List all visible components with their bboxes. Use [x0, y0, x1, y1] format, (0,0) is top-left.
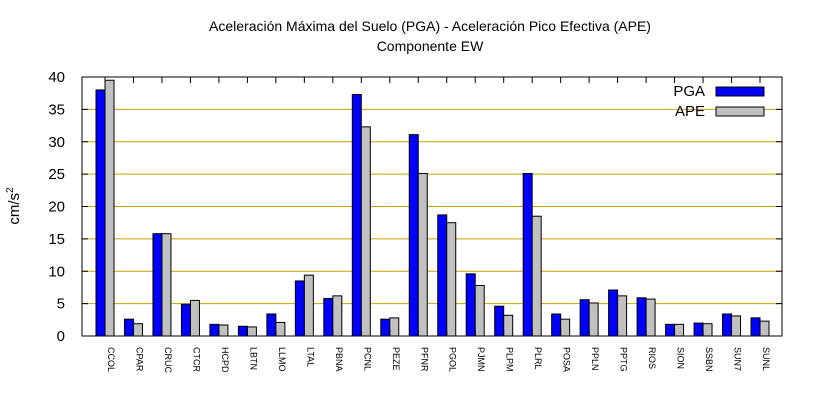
bar-pga-ccol	[95, 89, 106, 337]
x-tick-label: LTAL	[305, 347, 315, 367]
y-axis-label-exponent: 2	[5, 187, 16, 193]
bar-ape-posa	[560, 318, 571, 337]
bar-ape-cruc	[161, 233, 172, 337]
legend-label-ape: APE	[675, 103, 705, 120]
x-tick-label: CPAR	[134, 347, 144, 372]
bar-ape-lbtn	[246, 326, 257, 337]
bar-pga-lbtn	[237, 325, 248, 337]
bar-pga-pbna	[323, 297, 334, 337]
x-tick-label: PLRL	[533, 347, 543, 370]
y-axis-label-unit: cm/s	[6, 193, 23, 225]
bar-ape-plpm	[503, 314, 514, 337]
x-tick-label: PFNR	[419, 347, 429, 372]
bar-pga-llmo	[266, 313, 277, 337]
chart-title: Aceleración Máxima del Suelo (PGA) - Ace…	[209, 18, 651, 34]
bar-ape-pjmn	[474, 284, 485, 337]
y-tick-label: 0	[57, 328, 65, 345]
x-tick-label: PPTG	[619, 347, 629, 372]
bar-pga-ltal	[294, 280, 305, 337]
y-axis-ticks: 0 5 10 15 20 25 30 35 40	[48, 69, 782, 345]
bar-pga-pcnl	[351, 93, 362, 337]
grid-lines	[82, 108, 782, 305]
bar-pga-peze	[380, 318, 391, 337]
bar-pga-sion	[665, 323, 676, 337]
bar-ape-ccol	[104, 79, 115, 337]
x-tick-label: CCOL	[106, 347, 116, 372]
y-tick-label: 35	[48, 101, 65, 118]
x-tick-label: SSBN	[704, 347, 714, 372]
x-tick-label: PGOL	[448, 347, 458, 372]
x-tick-label: SUN7	[733, 347, 743, 371]
bar-pga-plpm	[494, 305, 505, 337]
x-tick-label: SION	[676, 347, 686, 369]
y-tick-label: 20	[48, 199, 65, 216]
legend: PGA APE	[673, 83, 765, 120]
x-tick-label: PPLN	[590, 347, 600, 371]
x-tick-label: RIOS	[647, 347, 657, 369]
bar-pga-ppln	[579, 299, 590, 337]
bar-pga-cpar	[123, 318, 134, 337]
bar-ape-hcpd	[218, 324, 229, 337]
x-tick-label: SUNL	[761, 347, 771, 371]
bar-ape-ssbn	[702, 323, 713, 337]
bar-ape-llmo	[275, 321, 286, 337]
bar-ape-pcnl	[360, 126, 371, 337]
legend-swatch-pga	[715, 86, 765, 97]
bar-ape-pgol	[446, 222, 457, 337]
bar-pga-pjmn	[465, 273, 476, 337]
chart-subtitle: Componente EW	[377, 38, 484, 54]
bar-pga-posa	[551, 313, 562, 337]
y-tick-label: 40	[48, 69, 65, 86]
x-tick-label: PEZE	[391, 347, 401, 371]
bar-pga-hcpd	[209, 323, 220, 337]
bar-ape-peze	[389, 317, 400, 337]
bar-pga-ctcr	[180, 303, 191, 337]
bar-pga-plrl	[522, 172, 533, 337]
bar-pga-rios	[636, 297, 647, 337]
y-tick-label: 10	[48, 263, 65, 280]
x-tick-label: PCNL	[362, 347, 372, 371]
bar-pga-sun7	[722, 313, 733, 337]
x-tick-label: PLPM	[505, 347, 515, 372]
y-tick-label: 5	[57, 296, 65, 313]
bar-ape-pbna	[332, 295, 343, 337]
y-tick-label: 15	[48, 231, 65, 248]
x-tick-label: CRUC	[163, 347, 173, 373]
x-tick-label: POSA	[562, 347, 572, 372]
x-tick-label: PBNA	[334, 347, 344, 372]
x-tick-label: HCPD	[220, 347, 230, 373]
x-tick-label: LBTN	[248, 347, 258, 370]
bar-pga-ssbn	[693, 322, 704, 337]
bar-ape-ppln	[588, 302, 599, 337]
legend-label-pga: PGA	[673, 83, 705, 100]
legend-swatch-ape	[715, 106, 765, 117]
bar-ape-ctcr	[189, 299, 200, 337]
bars	[95, 79, 770, 337]
bar-pga-pfnr	[408, 134, 419, 337]
bar-ape-rios	[645, 298, 656, 337]
bar-ape-cpar	[132, 323, 143, 337]
y-axis-label: cm/s2	[5, 187, 23, 225]
bar-pga-pgol	[437, 214, 448, 337]
y-tick-label: 30	[48, 134, 65, 151]
x-tick-label: LLMO	[277, 347, 287, 372]
bar-pga-sunl	[750, 317, 761, 337]
x-tick-label: PJMN	[476, 347, 486, 372]
bar-ape-pptg	[617, 295, 628, 337]
y-tick-label: 25	[48, 166, 65, 183]
bar-pga-pptg	[608, 289, 619, 337]
x-tick-label: CTCR	[191, 347, 201, 372]
bar-ape-plrl	[531, 215, 542, 337]
bar-ape-sunl	[759, 320, 770, 337]
bar-pga-cruc	[152, 233, 163, 337]
bar-ape-sun7	[731, 315, 742, 337]
bar-ape-pfnr	[417, 172, 428, 337]
bar-ape-ltal	[303, 274, 314, 337]
x-axis-ticks: CCOL CPAR CRUC CTCR HCPD LBTN LLMO LTAL PBNA PCNL…	[104, 77, 771, 373]
bar-ape-sion	[674, 323, 685, 337]
